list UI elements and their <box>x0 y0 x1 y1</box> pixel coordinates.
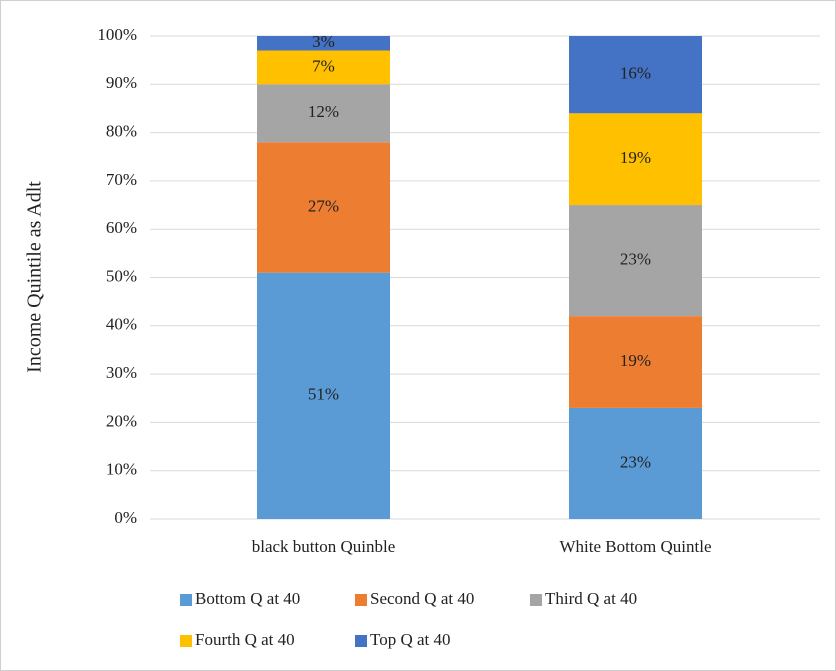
y-tick-label: 100% <box>97 25 137 44</box>
y-tick-label: 50% <box>106 266 137 285</box>
data-label: 16% <box>620 64 651 83</box>
legend-label: Second Q at 40 <box>370 589 474 608</box>
y-tick-label: 10% <box>106 460 137 479</box>
chart-frame <box>1 1 836 671</box>
data-label: 7% <box>312 56 335 75</box>
y-tick-label: 80% <box>106 122 137 141</box>
y-axis-title: Income Quintile as Adlt <box>24 181 46 373</box>
legend-label: Fourth Q at 40 <box>195 630 295 649</box>
data-label: 19% <box>620 148 651 167</box>
data-label: 3% <box>312 32 335 51</box>
data-label: 23% <box>620 452 651 471</box>
chart: Income Quintile as Adlt 0% 10% 20% 30% 40% 50… <box>0 0 836 671</box>
x-tick-label: White Bottom Quintle <box>559 537 711 556</box>
legend-swatch <box>180 635 192 647</box>
y-tick-label: 60% <box>106 218 137 237</box>
legend-label: Third Q at 40 <box>545 589 637 608</box>
legend-label: Top Q at 40 <box>370 630 451 649</box>
y-tick-label: 30% <box>106 363 137 382</box>
legend-label: Bottom Q at 40 <box>195 589 300 608</box>
legend-swatch <box>355 635 367 647</box>
legend-swatch <box>180 594 192 606</box>
x-tick-label: black button Quinble <box>252 537 396 556</box>
y-tick-label: 40% <box>106 315 137 334</box>
data-label: 51% <box>308 385 339 404</box>
data-label: 27% <box>308 196 339 215</box>
legend-swatch <box>355 594 367 606</box>
legend-swatch <box>530 594 542 606</box>
y-tick-label: 70% <box>106 170 137 189</box>
data-label: 12% <box>308 102 339 121</box>
y-tick-label: 0% <box>114 508 137 527</box>
y-tick-label: 90% <box>106 73 137 92</box>
data-label: 23% <box>620 250 651 269</box>
data-label: 19% <box>620 351 651 370</box>
y-tick-label: 20% <box>106 411 137 430</box>
